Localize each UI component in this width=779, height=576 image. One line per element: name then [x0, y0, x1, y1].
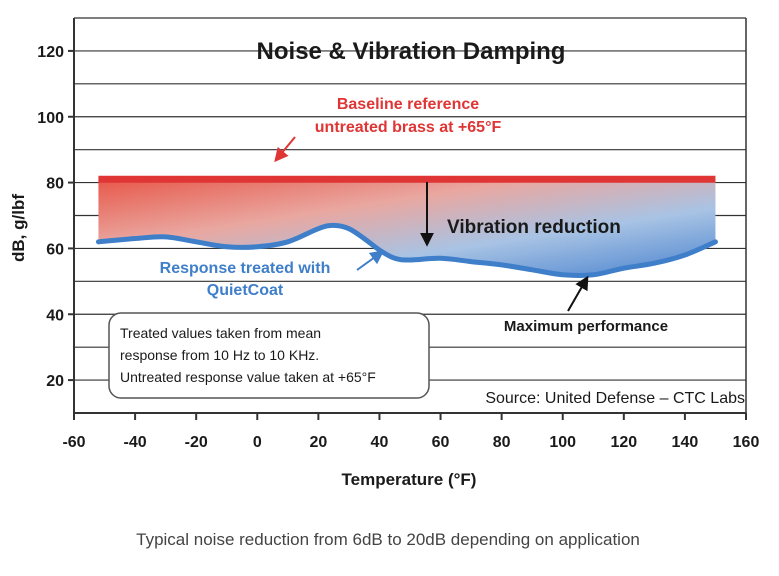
- y-tick-label: 40: [46, 307, 64, 324]
- treated-annotation-line2: QuietCoat: [207, 282, 284, 299]
- baseline-annotation-line1: Baseline reference: [337, 96, 479, 113]
- max-performance-arrow: [567, 275, 589, 312]
- y-tick-label: 80: [46, 176, 64, 193]
- chart-title: Noise & Vibration Damping: [257, 38, 566, 65]
- x-tick-label: 60: [432, 434, 450, 451]
- x-axis-ticks: -60 -40 -20 0 20 40 60 80 100 120 140 160: [62, 413, 759, 451]
- baseline-annotation-line2: untreated brass at +65°F: [315, 119, 502, 136]
- source-label: Source: United Defense – CTC Labs: [485, 390, 745, 407]
- y-tick-label: 20: [46, 373, 64, 390]
- y-axis-title: dB, g/lbf: [9, 194, 28, 262]
- y-tick-label: 100: [37, 110, 64, 127]
- x-tick-label: -60: [62, 434, 85, 451]
- y-tick-label: 60: [46, 241, 64, 258]
- vibration-reduction-label: Vibration reduction: [447, 217, 621, 238]
- note-line3: Untreated response value taken at +65°F: [120, 369, 376, 385]
- x-tick-label: 80: [493, 434, 511, 451]
- x-tick-label: -20: [185, 434, 208, 451]
- x-tick-label: 40: [371, 434, 389, 451]
- note-line1: Treated values taken from mean: [120, 325, 321, 341]
- y-tick-label: 120: [37, 44, 64, 61]
- note-box: [108, 312, 430, 399]
- x-tick-label: 120: [610, 434, 637, 451]
- y-axis-ticks: 20 40 60 80 100 120: [37, 44, 74, 390]
- x-tick-label: -40: [124, 434, 147, 451]
- x-tick-label: 0: [253, 434, 262, 451]
- x-tick-label: 20: [309, 434, 327, 451]
- treated-arrow: [356, 250, 385, 271]
- x-tick-label: 140: [672, 434, 699, 451]
- max-performance-label: Maximum performance: [504, 318, 668, 335]
- treated-series-line: [95, 222, 718, 278]
- note-line2: response from 10 Hz to 10 KHz.: [120, 347, 319, 363]
- x-tick-label: 160: [733, 434, 760, 451]
- x-tick-label: 100: [549, 434, 576, 451]
- reduction-fill-area: [98, 179, 716, 276]
- treated-annotation-line1: Response treated with: [160, 260, 331, 277]
- caption: Typical noise reduction from 6dB to 20dB…: [136, 530, 640, 549]
- x-axis-title: Temperature (°F): [342, 470, 477, 489]
- baseline-arrow: [274, 136, 296, 163]
